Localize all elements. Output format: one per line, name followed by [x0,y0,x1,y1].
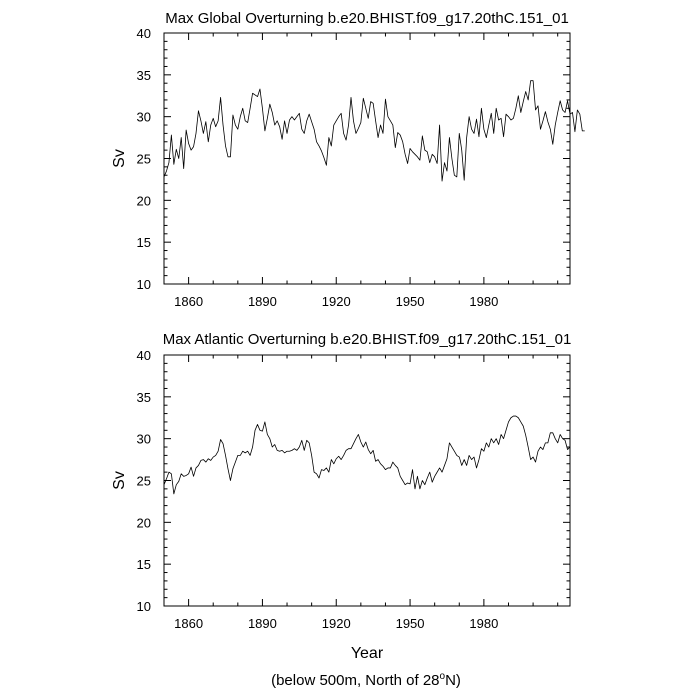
x-axis-label: Year [351,645,384,662]
y-tick-label: 35 [137,390,151,405]
chart-title: Max Atlantic Overturning b.e20.BHIST.f09… [163,331,572,348]
atlantic-overturning-panel: Max Atlantic Overturning b.e20.BHIST.f09… [111,331,571,662]
y-tick-label: 25 [137,152,151,167]
y-tick-label: 25 [137,474,151,489]
y-axis-label: Sv [111,149,128,168]
x-tick-label: 1890 [248,294,277,309]
footnote: (below 500m, North of 28oN) [271,671,461,689]
x-tick-label: 1980 [469,616,498,631]
x-tick-label: 1890 [248,616,277,631]
plot-frame [163,32,571,285]
y-tick-label: 30 [137,432,151,447]
plot-frame [163,354,571,607]
chart-title: Max Global Overturning b.e20.BHIST.f09_g… [165,10,569,27]
y-tick-label: 15 [137,235,151,250]
y-tick-label: 30 [137,110,151,125]
y-tick-label: 20 [137,515,151,530]
y-tick-label: 35 [137,68,151,83]
y-tick-label: 40 [137,348,151,363]
y-tick-label: 20 [137,193,151,208]
overturning-series-line [163,415,571,495]
x-tick-label: 1920 [322,294,351,309]
y-axis-label: Sv [111,471,128,490]
x-tick-label: 1860 [174,616,203,631]
x-tick-label: 1860 [174,294,203,309]
y-tick-label: 10 [137,277,151,292]
y-tick-label: 15 [137,557,151,572]
x-tick-label: 1950 [396,616,425,631]
x-tick-label: 1950 [396,294,425,309]
y-tick-label: 10 [137,599,151,614]
global-overturning-panel: Max Global Overturning b.e20.BHIST.f09_g… [111,10,585,309]
x-tick-label: 1980 [469,294,498,309]
y-tick-label: 40 [137,26,151,41]
x-tick-label: 1920 [322,616,351,631]
overturning-series-line [163,80,585,182]
